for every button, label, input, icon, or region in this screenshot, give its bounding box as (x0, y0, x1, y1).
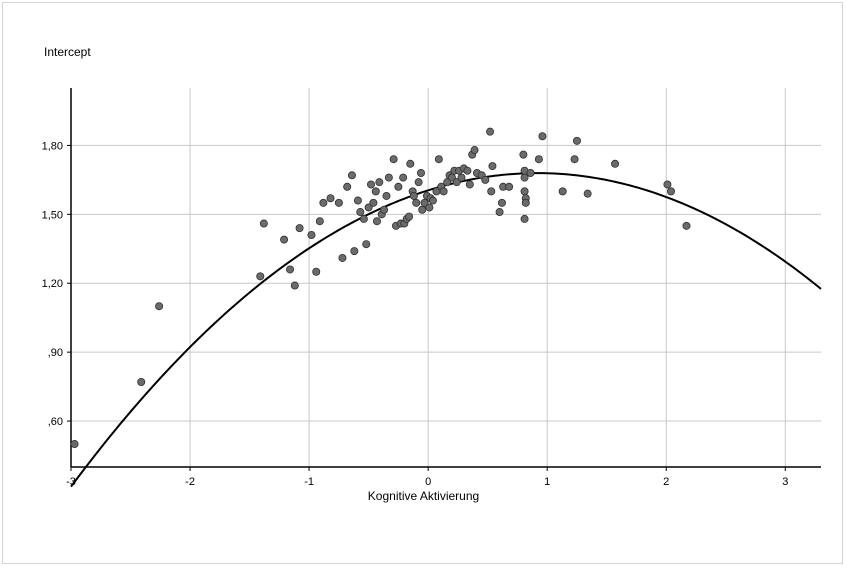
data-point (343, 182, 352, 191)
data-point (290, 281, 299, 290)
x-tick-label: -1 (304, 476, 314, 488)
data-point (394, 182, 403, 191)
data-point (583, 189, 592, 198)
data-point (155, 302, 164, 311)
data-point (481, 175, 490, 184)
data-point (338, 253, 347, 262)
data-point (452, 178, 461, 187)
data-point (362, 240, 371, 249)
data-point (319, 198, 328, 207)
data-point (382, 191, 391, 200)
x-axis-title: Kognitive Aktivierung (367, 489, 480, 503)
data-point (359, 214, 368, 223)
data-point (137, 378, 146, 387)
data-point (497, 198, 506, 207)
y-tick-label: ,60 (48, 416, 63, 428)
axes (67, 88, 821, 471)
data-point (350, 247, 359, 256)
data-point (384, 173, 393, 182)
data-point (389, 155, 398, 164)
data-point (611, 159, 620, 168)
data-point (465, 180, 474, 189)
grid-lines (70, 88, 821, 467)
x-tick-label: -3 (66, 476, 76, 488)
data-point (663, 180, 672, 189)
data-point (572, 136, 581, 145)
data-point (353, 196, 362, 205)
data-point (570, 155, 579, 164)
data-point (372, 217, 381, 226)
data-point (286, 265, 295, 274)
data-point (447, 173, 456, 182)
data-point (667, 187, 676, 196)
x-tick-label: -2 (185, 476, 195, 488)
data-point (280, 235, 289, 244)
data-point (375, 178, 384, 187)
data-point (315, 217, 324, 226)
y-tick-label: 1,50 (42, 209, 63, 221)
data-point (259, 219, 268, 228)
y-tick-label: 1,80 (42, 140, 63, 152)
data-point (682, 221, 691, 230)
data-point (412, 198, 421, 207)
data-point (488, 162, 497, 171)
data-point (326, 194, 335, 203)
fit-curve (70, 172, 822, 488)
data-point (364, 203, 373, 212)
data-point (399, 173, 408, 182)
data-point (443, 178, 452, 187)
data-point (409, 191, 418, 200)
data-point (312, 267, 321, 276)
data-point (425, 203, 434, 212)
data-point (406, 159, 415, 168)
data-point (558, 187, 567, 196)
data-point (505, 182, 514, 191)
data-point (380, 205, 389, 214)
data-point (538, 132, 547, 141)
x-tick-label: 1 (544, 476, 550, 488)
y-tick-label: 1,20 (42, 278, 63, 290)
tick-labels: -3 -2 -1 0 1 2 3 ,60 ,90 1,20 1,50 1,80 (42, 140, 789, 488)
data-point (334, 198, 343, 207)
data-point (366, 180, 375, 189)
data-point (420, 198, 429, 207)
data-point (519, 150, 528, 159)
data-point (486, 127, 495, 136)
data-point (369, 198, 378, 207)
data-point (434, 155, 443, 164)
data-point (307, 231, 316, 240)
data-point (520, 187, 529, 196)
data-point (487, 187, 496, 196)
data-point (405, 212, 414, 221)
data-point (371, 187, 380, 196)
data-point (439, 187, 448, 196)
data-point (295, 224, 304, 233)
data-point (356, 208, 365, 217)
data-point (256, 272, 265, 281)
y-tick-label: ,90 (48, 347, 63, 359)
data-point (457, 173, 466, 182)
x-tick-label: 0 (425, 476, 431, 488)
data-point (416, 168, 425, 177)
data-point (470, 146, 479, 155)
data-points (70, 127, 691, 449)
x-tick-label: 3 (782, 476, 788, 488)
data-point (418, 205, 427, 214)
data-point (463, 166, 472, 175)
data-point (526, 168, 535, 177)
y-axis-title: Intercept (44, 45, 91, 59)
x-tick-label: 2 (663, 476, 669, 488)
data-point (414, 178, 423, 187)
data-point (70, 440, 79, 449)
data-point (428, 196, 437, 205)
data-point (520, 173, 529, 182)
data-point (520, 214, 529, 223)
data-point (521, 198, 530, 207)
data-point (347, 171, 356, 180)
data-point (495, 208, 504, 217)
data-point (534, 155, 543, 164)
